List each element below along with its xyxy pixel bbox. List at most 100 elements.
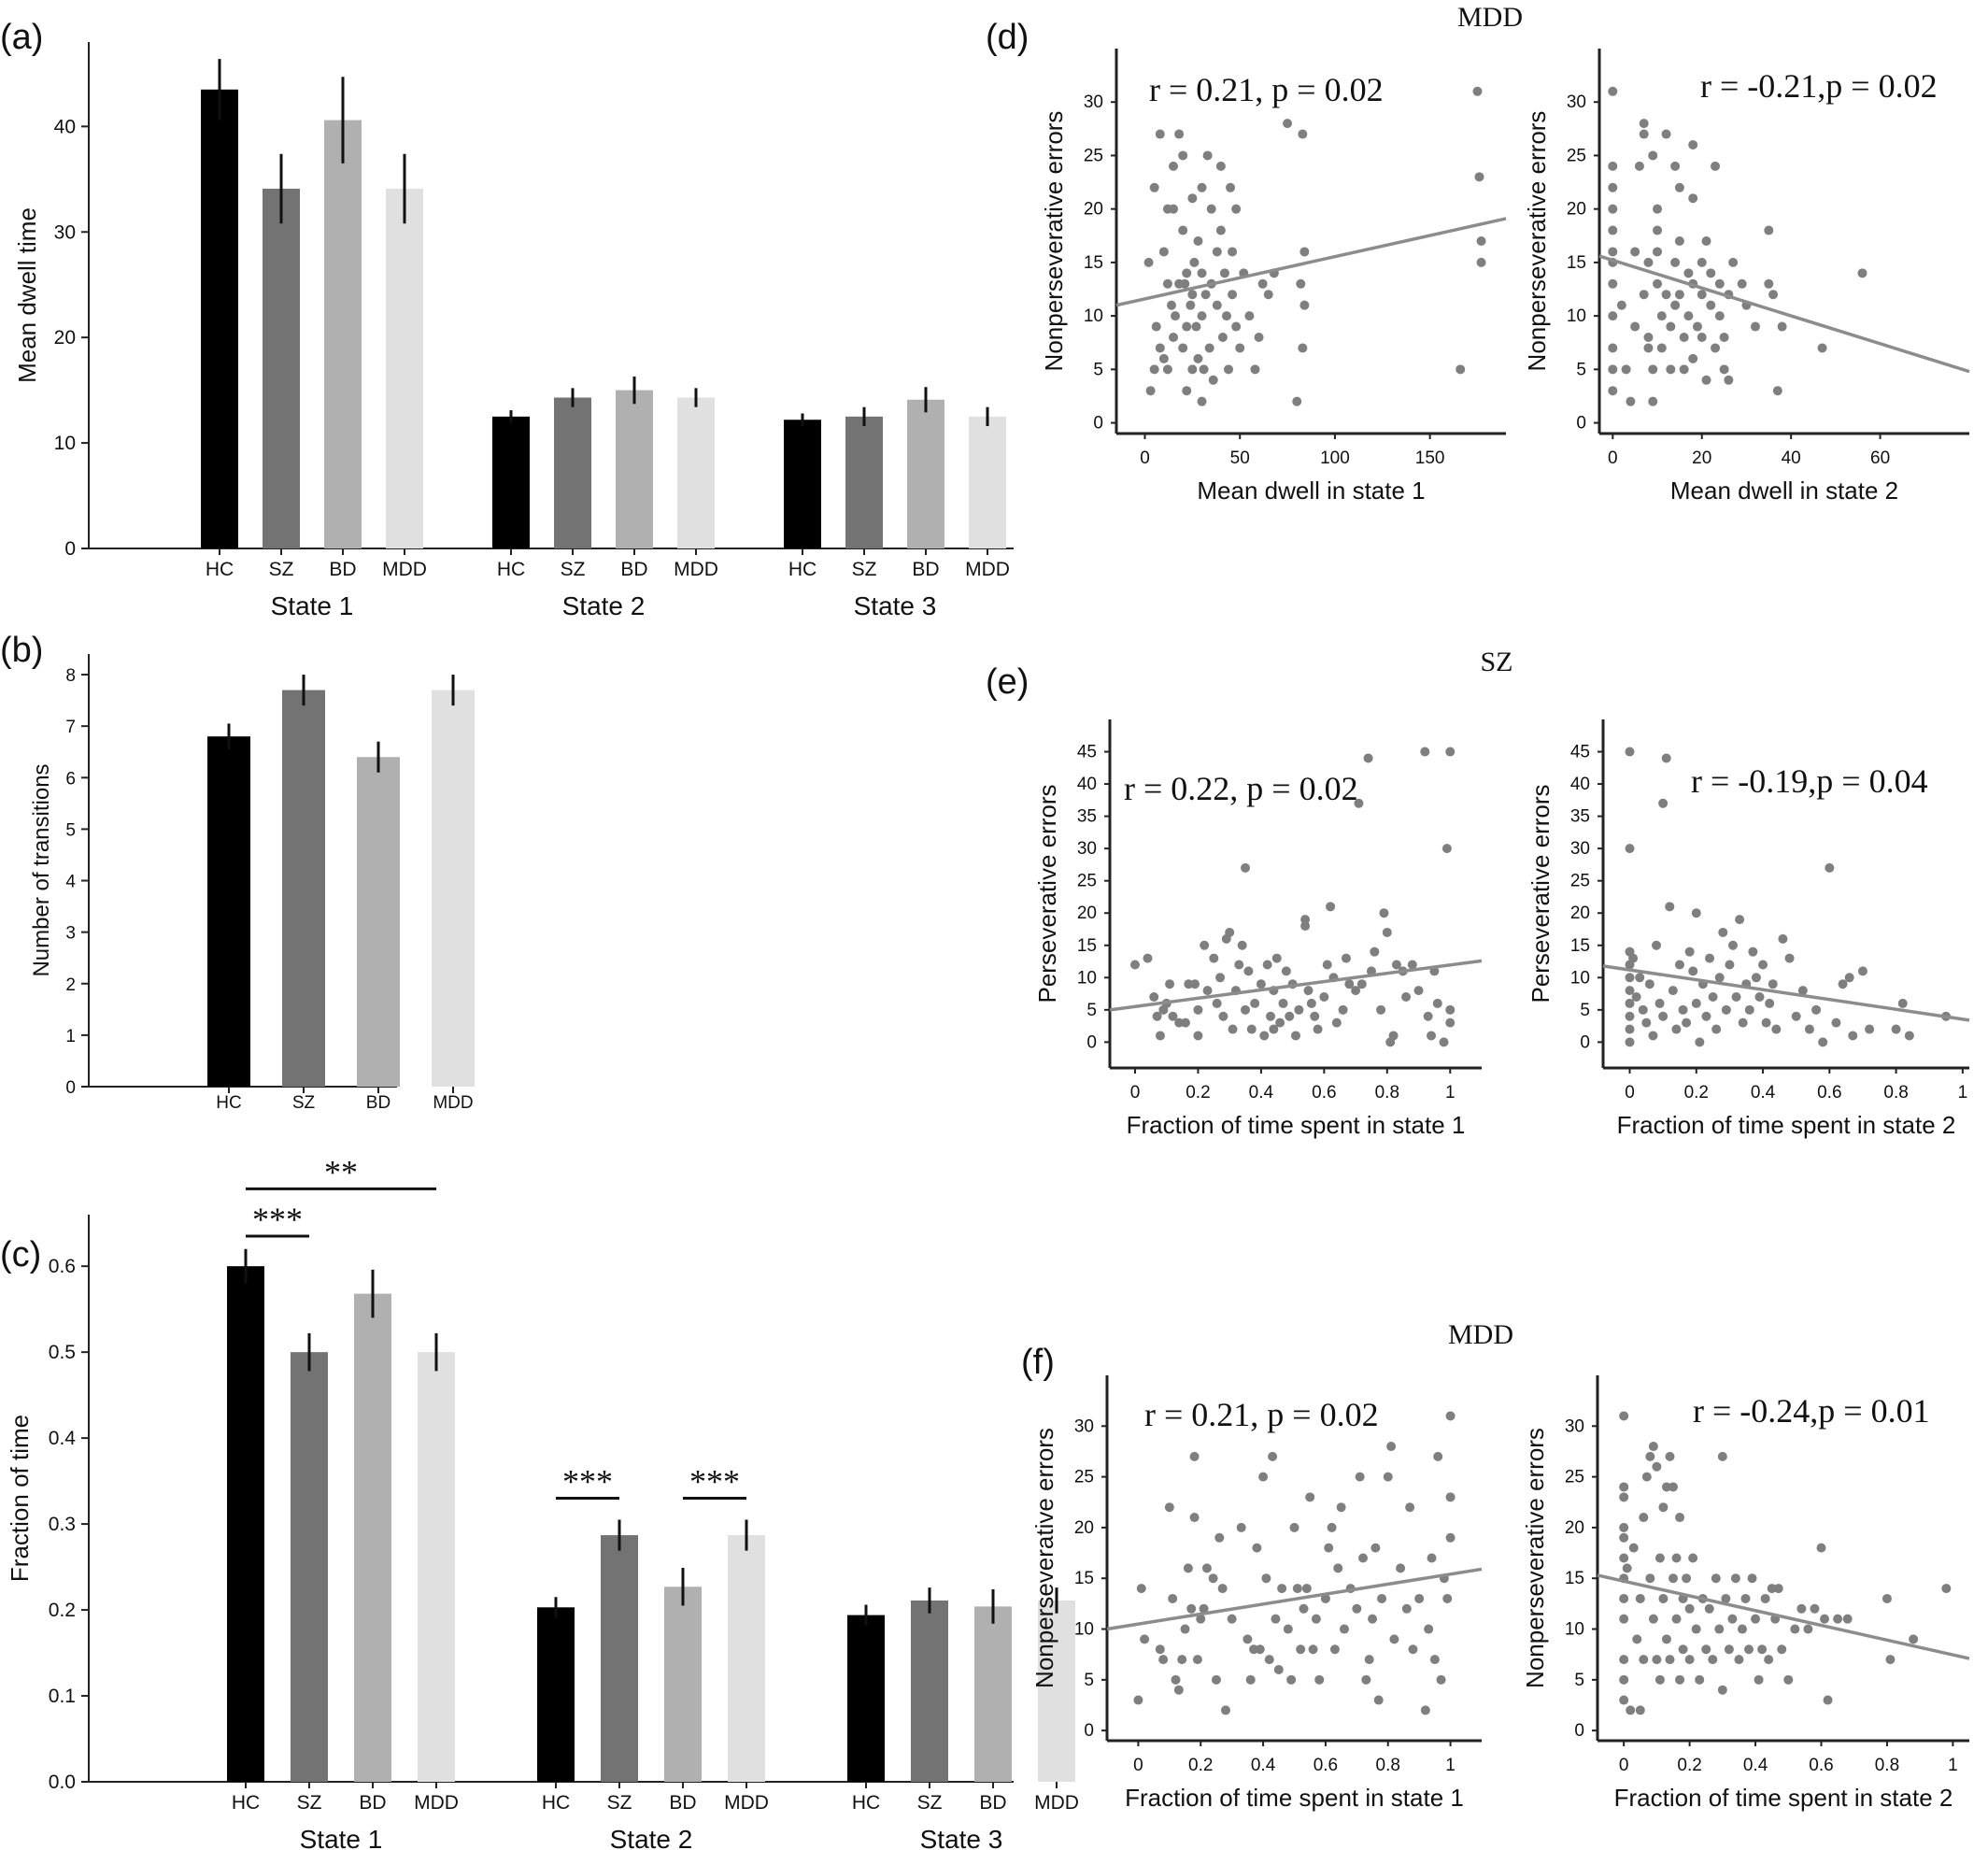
scatter-point: [1171, 311, 1181, 321]
panel-b-number-of-transitions: (b) 0 1 2 3 4 5 6 7 8 Number of transitions HC SZ BD M…: [0, 631, 475, 1113]
scatter-point: [1174, 129, 1185, 139]
scatter-point: [1169, 161, 1179, 171]
y-tick-label: 20: [1074, 1518, 1094, 1538]
scatter-point: [1668, 1482, 1679, 1492]
x-tick-label: 0.2: [1684, 1083, 1709, 1103]
bar-hc: [537, 1607, 575, 1782]
scatter-point: [1666, 321, 1676, 332]
scatter-point: [1737, 278, 1747, 289]
scatter-point: [1697, 257, 1707, 267]
y-tick-label: 0.0: [49, 1772, 76, 1793]
scatter-point: [1695, 1674, 1705, 1685]
scatter-point: [1665, 1655, 1675, 1665]
scatter-point: [1201, 1563, 1212, 1573]
scatter-point: [1658, 1502, 1668, 1513]
scatter-point: [1674, 182, 1684, 192]
scatter-point: [1168, 1011, 1178, 1021]
bar-sz: [263, 188, 300, 548]
y-tick-label: 15: [1084, 253, 1103, 273]
scatter-point: [1817, 343, 1827, 353]
scatter-point: [1658, 798, 1668, 808]
x-tick-label: SZ: [917, 1792, 943, 1814]
y-tick-label: 30: [1565, 1416, 1584, 1436]
bar-mdd: [418, 1352, 455, 1782]
correlation-annotation: r = 0.21, p = 0.02: [1144, 1396, 1379, 1433]
scatter-point: [1608, 182, 1618, 192]
scatter-point: [1324, 1543, 1334, 1553]
scatter-point: [1656, 343, 1667, 353]
scatter-point: [1191, 321, 1201, 332]
scatter-point: [1187, 193, 1198, 204]
y-tick-label: 5: [1084, 1671, 1094, 1690]
y-tick-label: 0: [1576, 414, 1586, 434]
scatter-point: [1389, 1634, 1399, 1644]
chart-title: MDD: [1448, 1319, 1513, 1350]
x-tick-label: 0.2: [1677, 1756, 1701, 1775]
scatter-point: [1283, 119, 1293, 129]
y-tick-label: 25: [1084, 146, 1103, 165]
scatter-point: [1810, 1603, 1820, 1614]
y-tick-label: 0.1: [49, 1686, 76, 1707]
y-tick-label: 0: [1580, 1032, 1590, 1052]
scatter-point: [1626, 396, 1636, 406]
scatter-point: [1608, 161, 1618, 171]
scatter-point: [1405, 1502, 1415, 1513]
scatter-point: [1773, 1584, 1783, 1594]
scatter-point: [1241, 862, 1251, 873]
scatter-point: [1178, 343, 1188, 353]
correlation-annotation: r = -0.19,p = 0.04: [1691, 762, 1928, 800]
scatter-point: [1218, 1011, 1228, 1021]
y-axis-title: Number of transitions: [29, 763, 54, 976]
y-tick-label: 25: [1077, 872, 1097, 891]
scatter-point: [1275, 1018, 1285, 1028]
scatter-point: [1278, 998, 1288, 1008]
scatter-point: [1643, 343, 1654, 353]
group-label: State 2: [610, 1825, 693, 1850]
scatter-point: [1202, 986, 1213, 996]
scatter-point: [1764, 278, 1774, 289]
significance-label: ***: [562, 1463, 613, 1501]
scatter-point: [1701, 375, 1711, 385]
scatter-point: [1625, 844, 1635, 854]
scatter-point: [1735, 915, 1745, 925]
y-tick-label: 20: [1567, 200, 1586, 220]
scatter-point: [1692, 321, 1702, 332]
scatter-point: [1653, 278, 1663, 289]
scatter-point: [1697, 290, 1707, 300]
scatter-point: [1313, 1024, 1323, 1034]
scatter-point: [1186, 1603, 1197, 1614]
scatter-point: [1695, 1037, 1705, 1047]
x-axis-title: Mean dwell in state 1: [1197, 477, 1425, 505]
scatter-point: [1608, 343, 1618, 353]
scatter-point: [1271, 1614, 1281, 1624]
scatter-point: [1691, 908, 1701, 918]
bar-sz: [554, 397, 591, 548]
scatter-point: [1212, 300, 1222, 310]
y-tick-label: 10: [54, 433, 76, 454]
scatter-point: [1262, 960, 1272, 970]
x-tick-label: BD: [620, 559, 647, 580]
scatter-point: [1401, 992, 1412, 1003]
scatter-point: [1768, 290, 1779, 300]
x-tick-label: 0: [1608, 448, 1618, 468]
y-tick-label: 20: [54, 327, 76, 349]
scatter-point: [1250, 998, 1260, 1008]
scatter-point: [1744, 1644, 1754, 1655]
scatter-point: [1643, 333, 1654, 342]
x-tick-label: 0.4: [1751, 1083, 1776, 1103]
scatter-point: [1628, 953, 1639, 963]
scatter-point: [1355, 1472, 1365, 1482]
scatter-point: [1708, 992, 1718, 1003]
scatter-point: [1235, 343, 1245, 353]
scatter-point: [1751, 973, 1761, 983]
y-tick-label: 0.4: [49, 1428, 77, 1449]
scatter-point: [1626, 1705, 1636, 1715]
x-tick-label: SZ: [269, 559, 294, 580]
bar-mdd: [386, 188, 423, 548]
scatter-point: [1804, 1024, 1814, 1034]
scatter-point: [1811, 1004, 1822, 1015]
scatter-point: [1772, 386, 1782, 396]
y-tick-label: 0: [1086, 1032, 1097, 1052]
scatter-point: [1619, 1614, 1629, 1624]
